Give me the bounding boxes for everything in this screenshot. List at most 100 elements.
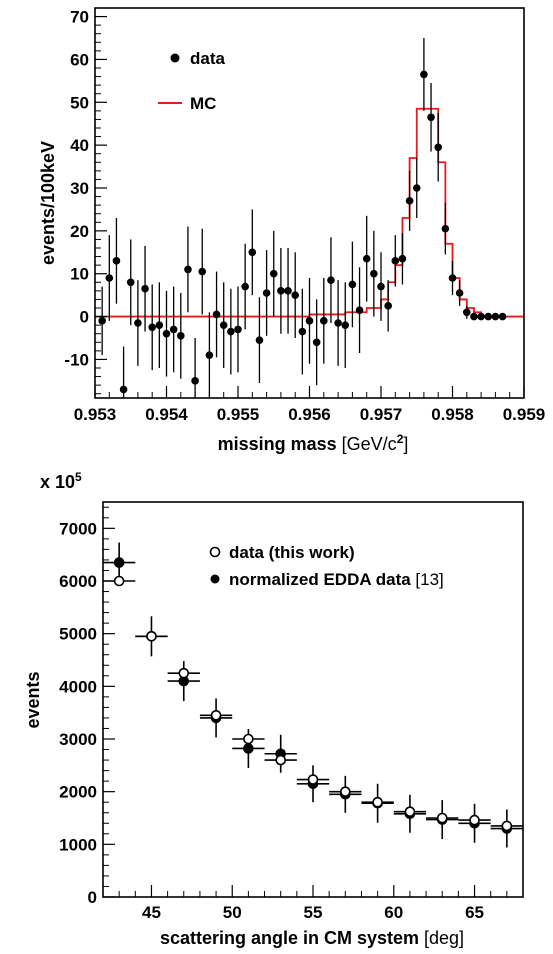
data-point — [341, 321, 350, 329]
top-y-tick-label: 0 — [80, 308, 89, 327]
bottom-ylabel: events — [23, 671, 43, 728]
top-y-tick-label: -10 — [64, 350, 89, 369]
data-point — [277, 287, 285, 295]
bottom-x-tick-label: 50 — [223, 903, 242, 922]
data-point — [184, 265, 192, 274]
this-work-point — [178, 667, 190, 679]
this-work-point — [469, 814, 480, 826]
data-point — [305, 317, 314, 325]
data-point — [162, 329, 171, 338]
top-y-tick-label: 70 — [70, 8, 89, 27]
top-y-tick-label: 60 — [70, 50, 89, 69]
bottom-y-tick-label: 2000 — [59, 783, 97, 802]
data-point — [262, 289, 271, 297]
top-x-tick-label: 0.954 — [145, 405, 188, 424]
top-y-tick-label: 40 — [70, 136, 89, 155]
data-point — [169, 325, 178, 334]
this-work-point — [372, 796, 383, 808]
data-point — [155, 321, 164, 329]
bottom-xlabel: scattering angle in CM system [deg] — [160, 928, 464, 948]
data-point — [377, 282, 385, 291]
data-point — [205, 351, 214, 359]
edda-point — [113, 557, 125, 568]
data-point — [420, 70, 428, 79]
data-point — [470, 312, 478, 321]
top-x-tick-label: 0.957 — [360, 405, 403, 424]
bottom-y-tick-label: 6000 — [59, 572, 97, 591]
data-point — [384, 302, 392, 310]
data-point — [491, 312, 500, 321]
data-point — [98, 317, 106, 325]
data-point — [427, 113, 435, 122]
legend-this-work-label: data (this work) — [229, 543, 355, 562]
data-point — [269, 269, 278, 278]
data-point — [405, 197, 414, 205]
data-point — [141, 284, 149, 293]
bottom-x-tick-label: 60 — [384, 903, 403, 922]
bottom-y-tick-label: 5000 — [59, 625, 97, 644]
data-point — [248, 248, 257, 257]
data-point — [234, 325, 242, 334]
bottom-y-tick-label: 0 — [88, 888, 97, 907]
data-point — [255, 336, 264, 344]
top-y-tick-label: 10 — [70, 265, 89, 284]
top-x-tick-label: 0.955 — [217, 405, 260, 424]
bottom-x-tick-label: 65 — [465, 903, 484, 922]
top-x-tick-label: 0.956 — [288, 405, 331, 424]
data-point — [412, 184, 421, 192]
this-work-point — [113, 575, 125, 587]
this-work-point — [146, 630, 157, 642]
legend-this-work-marker — [209, 546, 221, 558]
this-work-point — [501, 820, 513, 832]
edda-point — [243, 743, 254, 754]
top-y-tick-label: 20 — [70, 222, 89, 241]
legend-edda-marker — [210, 574, 220, 584]
this-work-point — [404, 806, 416, 817]
missing-mass-plot: 0.953 0.954 0.955 0.956 0.957 0.958 0.959 -10 0 1… — [38, 7, 546, 454]
bottom-legend: data (this work) normalized EDDA data [1… — [209, 543, 444, 589]
legend-mc-label: MC — [190, 94, 216, 113]
this-work-point — [243, 733, 254, 745]
legend-edda-label: normalized EDDA data [13] — [229, 570, 444, 589]
data-point — [434, 143, 443, 152]
data-point — [355, 306, 364, 314]
data-point — [191, 377, 199, 385]
legend-data-marker — [170, 53, 180, 63]
top-ylabel: events/100keV — [38, 141, 58, 265]
bottom-y-tick-label: 3000 — [59, 730, 97, 749]
this-work-point — [275, 754, 286, 766]
data-point — [126, 278, 135, 287]
data-point — [134, 319, 142, 327]
data-point — [241, 282, 249, 291]
top-y-tick-label: 30 — [70, 179, 89, 198]
data-point — [291, 291, 300, 299]
data-point — [455, 289, 464, 297]
data-point — [312, 338, 321, 347]
scattering-angle-plot: x 105 45 50 55 60 65 0 1000 2000 3000 4000 5000 600… — [23, 470, 524, 948]
data-point — [463, 308, 471, 317]
data-point — [320, 317, 328, 325]
top-x-tick-label: 0.959 — [503, 405, 546, 424]
data-point — [348, 280, 357, 289]
data-point — [448, 274, 457, 282]
data-point — [227, 327, 235, 336]
this-work-point — [436, 812, 448, 824]
this-work-point — [210, 709, 222, 721]
top-x-tick-label: 0.958 — [431, 405, 474, 424]
data-point — [498, 312, 507, 321]
top-legend: data MC — [158, 49, 226, 113]
top-y-tick-label: 50 — [70, 93, 89, 112]
data-point — [148, 323, 156, 332]
data-point — [484, 312, 493, 321]
legend-data-label: data — [190, 49, 226, 68]
bottom-y-tick-label: 1000 — [59, 835, 97, 854]
data-point — [284, 287, 292, 295]
top-xlabel: missing mass [GeV/c2] — [218, 432, 409, 454]
bottom-y-tick-label: 7000 — [59, 519, 97, 538]
bottom-x-tick-label: 55 — [304, 903, 323, 922]
data-point — [441, 224, 450, 233]
data-point — [112, 257, 121, 265]
top-x-tick-label: 0.953 — [74, 405, 117, 424]
data-point — [334, 319, 342, 327]
